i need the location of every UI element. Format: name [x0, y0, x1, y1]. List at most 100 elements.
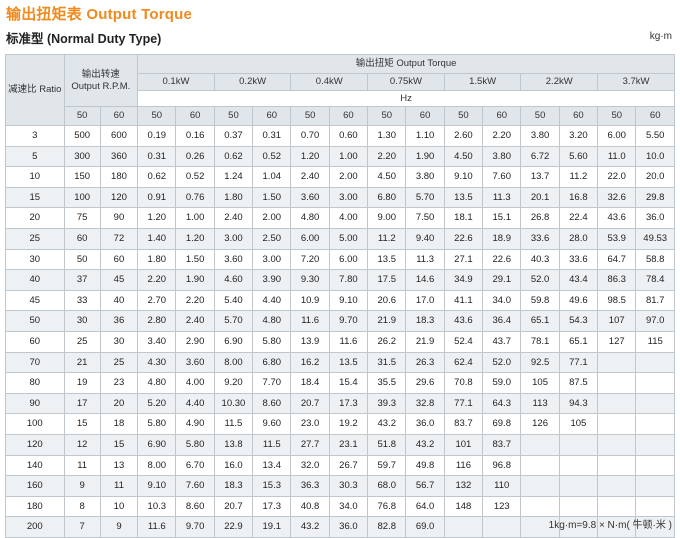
torque-cell: 43.2	[367, 413, 407, 435]
frequency-header: 50	[137, 106, 177, 126]
torque-cell: 1.10	[405, 125, 445, 147]
table-row: 80 19 23 4.80 4.00 9.20 7.70 18.4 15.4 35.5 29.6 70…	[5, 372, 675, 394]
torque-cell	[635, 372, 675, 394]
torque-cell: 26.7	[328, 454, 369, 477]
torque-cell: 2.90	[175, 330, 215, 353]
torque-cell: 3.60	[213, 248, 254, 271]
torque-cell: 18.9	[482, 227, 522, 250]
torque-cell: 22.9	[213, 516, 254, 538]
torque-cell: 11.6	[328, 330, 369, 353]
torque-cell: 5.70	[405, 186, 445, 209]
torque-cell: 7.20	[290, 248, 330, 271]
torque-cell: 7.60	[175, 475, 215, 497]
torque-cell: 10.9	[290, 289, 330, 312]
torque-cell: 3.60	[175, 351, 215, 374]
torque-cell: 6.80	[367, 186, 407, 209]
torque-cell: 4.50	[443, 145, 484, 168]
rpm-cell: 11	[99, 475, 139, 497]
torque-cell: 70.8	[443, 372, 484, 394]
torque-cell: 78.4	[635, 269, 675, 291]
speed-header-cn: 输出转速	[81, 69, 120, 80]
torque-cell: 27.1	[443, 248, 484, 271]
torque-cell: 116	[443, 454, 484, 477]
torque-cell: 10.3	[137, 495, 177, 518]
torque-cell: 8.60	[252, 392, 292, 415]
table-row: 120 12 15 6.90 5.80 13.8 11.5 27.7 23.1 51.8 43.2 1…	[5, 433, 675, 456]
torque-cell: 21.9	[367, 310, 407, 332]
torque-cell: 105	[558, 413, 599, 435]
torque-cell: 9.10	[137, 475, 177, 497]
torque-cell: 4.40	[175, 392, 215, 415]
torque-cell	[597, 454, 637, 477]
torque-cell: 6.00	[597, 125, 637, 147]
torque-cell: 10.0	[635, 145, 675, 168]
torque-cell: 127	[597, 330, 637, 353]
torque-cell: 26.8	[520, 207, 560, 229]
torque-cell: 49.8	[405, 454, 445, 477]
torque-cell: 1.90	[405, 145, 445, 168]
torque-cell: 98.5	[597, 289, 637, 312]
frequency-header: 50	[597, 106, 637, 126]
torque-cell: 5.80	[175, 433, 215, 456]
torque-cell: 43.6	[597, 207, 637, 229]
torque-cell: 19.1	[252, 516, 292, 538]
torque-cell: 13.5	[328, 351, 369, 374]
frequency-header: 60	[405, 106, 445, 126]
rpm-cell: 9	[99, 516, 139, 538]
torque-cell: 11.6	[137, 516, 177, 538]
rpm-cell: 45	[99, 269, 139, 291]
table-row: 25 60 72 1.40 1.20 3.00 2.50 6.00 5.00 11.2 9.40 22…	[5, 227, 675, 250]
torque-cell: 77.1	[558, 351, 599, 374]
torque-cell: 2.80	[137, 310, 177, 332]
torque-cell	[520, 516, 560, 538]
rpm-cell: 150	[63, 166, 101, 188]
torque-cell: 5.60	[558, 145, 599, 168]
table-row: 90 17 20 5.20 4.40 10.30 8.60 20.7 17.3 39.3 32.8 7…	[5, 392, 675, 415]
torque-cell: 29.6	[405, 372, 445, 394]
table-row: 70 21 25 4.30 3.60 8.00 6.80 16.2 13.5 31.5 26.3 62…	[5, 351, 675, 374]
torque-cell: 6.90	[213, 330, 254, 353]
torque-cell: 5.80	[137, 413, 177, 435]
frequency-header: 60	[252, 106, 292, 126]
torque-cell	[635, 454, 675, 477]
torque-cell: 11.2	[367, 227, 407, 250]
torque-cell: 6.00	[328, 248, 369, 271]
torque-cell: 76.8	[367, 495, 407, 518]
torque-cell: 64.0	[405, 495, 445, 518]
torque-cell: 29.1	[482, 269, 522, 291]
torque-cell: 49.53	[635, 227, 675, 250]
torque-cell: 4.50	[367, 166, 407, 188]
power-header: 0.75kW	[367, 73, 445, 91]
ratio-cell: 70	[5, 351, 65, 374]
frequency-header: 50	[63, 106, 101, 126]
torque-cell: 41.1	[443, 289, 484, 312]
rpm-cell: 17	[63, 392, 101, 415]
torque-cell: 33.6	[558, 248, 599, 271]
ratio-header: 减速比 Ratio	[5, 54, 65, 126]
torque-cell: 11.5	[213, 413, 254, 435]
torque-cell: 65.1	[558, 330, 599, 353]
torque-cell: 22.6	[443, 227, 484, 250]
torque-cell: 78.1	[520, 330, 560, 353]
rpm-cell: 72	[99, 227, 139, 250]
torque-cell: 9.40	[405, 227, 445, 250]
frequency-header: 60	[175, 106, 215, 126]
ratio-cell: 160	[5, 475, 65, 497]
conversion-footnote: 1kg·m=9.8 × N·m( 牛顿·米 )	[548, 520, 672, 531]
torque-cell: 0.52	[175, 166, 215, 188]
rpm-cell: 19	[63, 372, 101, 394]
frequency-header: 60	[99, 106, 139, 126]
torque-cell: 34.0	[482, 289, 522, 312]
torque-cell: 13.5	[443, 186, 484, 209]
torque-cell	[597, 516, 637, 538]
torque-cell: 2.00	[328, 166, 369, 188]
torque-cell: 4.30	[137, 351, 177, 374]
torque-cell: 0.52	[252, 145, 292, 168]
torque-cell: 126	[520, 413, 560, 435]
torque-cell: 110	[482, 475, 522, 497]
torque-cell	[597, 495, 637, 518]
torque-cell: 5.40	[213, 289, 254, 312]
ratio-cell: 140	[5, 454, 65, 477]
ratio-cell: 40	[5, 269, 65, 291]
torque-cell: 0.31	[137, 145, 177, 168]
